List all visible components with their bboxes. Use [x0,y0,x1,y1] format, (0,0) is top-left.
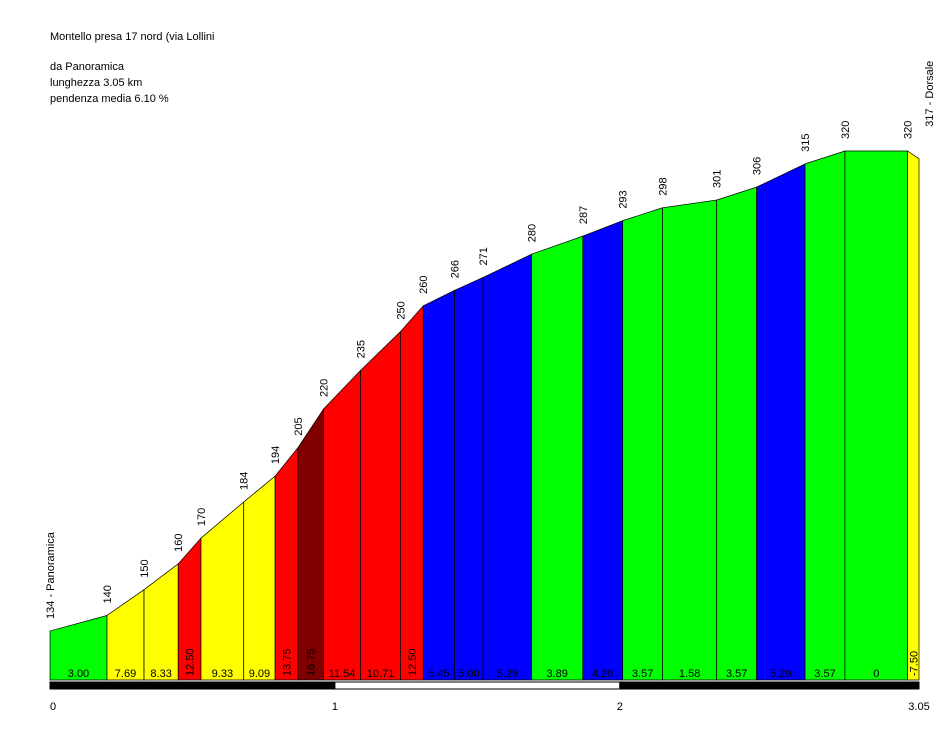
elevation-label: 150 [139,559,151,577]
grade-label: 5.45 [428,668,449,680]
elevation-label: 315 [800,134,812,152]
grade-label: 5.29 [770,668,791,680]
elevation-label: 134 - Panoramica [45,531,57,619]
grade-label: 12.50 [407,648,419,676]
segment [482,253,532,681]
segment [454,276,484,681]
elevation-label: 140 [102,585,114,603]
grade-label: 3.57 [632,668,653,680]
elevation-label: 250 [395,301,407,319]
elevation-label: 293 [618,190,630,208]
grade-label: 8.33 [150,668,171,680]
grade-label: 11.54 [329,668,356,680]
elevation-label: 298 [658,177,670,195]
elevation-label: 271 [478,247,490,265]
segment [804,150,846,681]
x-tick-label: 0 [50,701,56,713]
elevation-label: 260 [418,275,430,293]
grade-label: 12.50 [185,648,197,676]
grade-label: 9.09 [249,668,270,680]
elevation-label: 320 [903,121,915,139]
grade-label: 3.57 [726,668,747,680]
elevation-label: 266 [450,260,462,278]
segment [200,501,245,681]
x-tick-label: 3.05 [908,701,929,713]
segment [400,304,424,681]
grade-label: 3.00 [68,668,89,680]
elevation-label: 194 [270,446,282,464]
grade-label: 5.29 [497,668,518,680]
grade-label: 9.33 [212,668,233,680]
segment [622,207,663,681]
segment [360,330,401,681]
chart-subtitle: pendenza media 6.10 % [50,93,169,105]
elevation-label: 301 [712,170,724,188]
segment [907,150,920,681]
grade-label: 5.00 [458,668,479,680]
segment [662,199,718,681]
grade-label: 4.29 [592,668,613,680]
segment [844,150,908,681]
segment [297,407,324,681]
segment [323,369,361,681]
grade-label: 16.75 [306,648,318,676]
grade-label: -7.50 [908,651,920,676]
elevation-label: 317 - Dorsale [924,61,936,127]
distance-band [619,681,920,690]
distance-band [334,681,621,690]
grade-label: 3.89 [546,668,567,680]
elevation-label: 287 [578,206,590,224]
elevation-label: 306 [752,157,764,175]
distance-band [49,681,336,690]
elevation-label: 184 [239,472,251,490]
segment [716,186,757,681]
grade-label: 1.58 [679,668,700,680]
x-tick-label: 1 [332,701,338,713]
segment [531,235,584,681]
elevation-label: 160 [173,534,185,552]
segment [582,220,624,681]
grade-label: 3.57 [814,668,835,680]
segment [274,446,299,681]
segment [422,289,455,681]
chart-subtitle: da Panoramica [50,61,125,73]
elevation-label: 280 [527,224,539,242]
segment [243,475,276,681]
chart-title: Montello presa 17 nord (via Lollini [50,31,214,43]
x-tick-label: 2 [617,701,623,713]
elevation-label: 205 [293,417,305,435]
elevation-label: 170 [196,508,208,526]
chart-subtitle: lunghezza 3.05 km [50,77,142,89]
grade-label: 10.71 [367,668,395,680]
elevation-label: 220 [319,379,331,397]
elevation-label: 320 [840,121,852,139]
segment [143,563,179,681]
grade-label: 13.75 [281,648,293,676]
segment [756,163,806,681]
grade-label: 0 [873,668,879,680]
grade-label: 7.69 [115,668,136,680]
elevation-label: 235 [356,340,368,358]
